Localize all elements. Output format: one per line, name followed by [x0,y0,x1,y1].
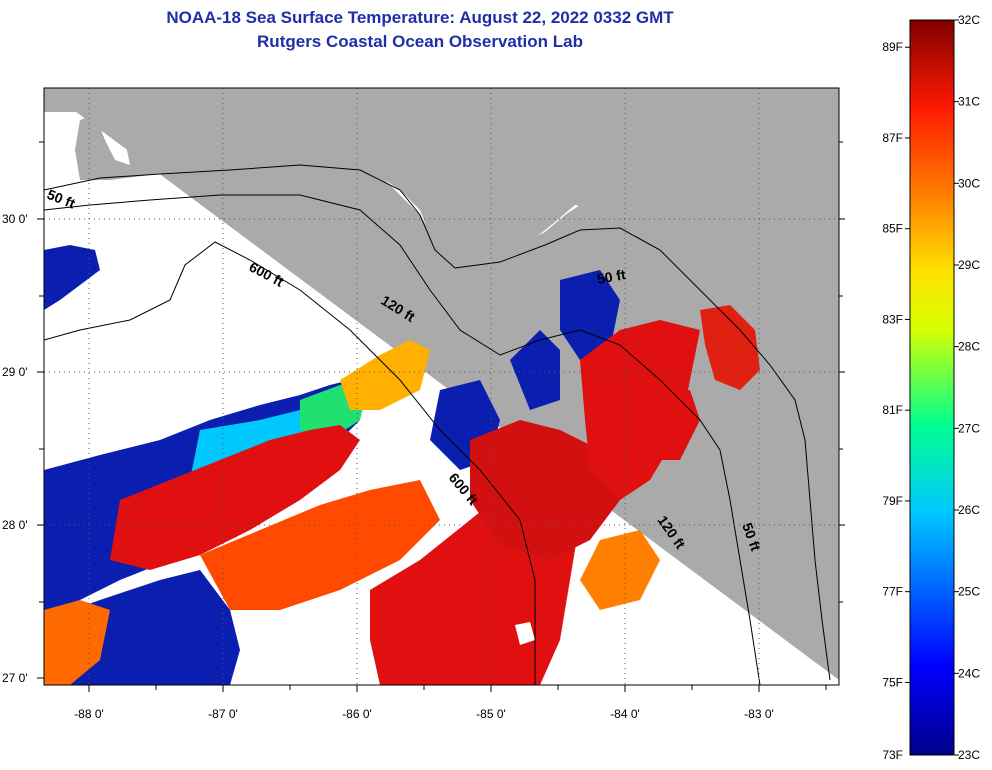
colorbar-fahrenheit-label: 89F [882,40,903,54]
colorbar-celsius-label: 27C [958,421,980,435]
y-label: 30 0' [2,212,28,226]
x-label: -88 0' [74,707,104,721]
colorbar-celsius-label: 25C [958,585,980,599]
colorbar-celsius-label: 32C [958,13,980,27]
contour-600ft-line [44,241,536,685]
colorbar-fahrenheit-label: 83F [882,312,903,326]
colorbar-fahrenheit-label: 77F [882,585,903,599]
colorbar-fahrenheit-label: 87F [882,131,903,145]
map-subtitle: Rutgers Coastal Ocean Observation Lab [257,32,583,51]
y-label: 29 0' [2,365,28,379]
colorbar-fahrenheit-label: 79F [882,494,903,508]
y-label: 28 0' [2,518,28,532]
colorbar-celsius-label: 31C [958,95,980,109]
colorbar-celsius-label: 23C [958,748,980,762]
colorbar [909,19,955,756]
colorbar-fahrenheit-label: 73F [882,748,903,762]
colorbar-fahrenheit-label: 81F [882,403,903,417]
x-label: -87 0' [208,707,238,721]
colorbar-fahrenheit-label: 75F [882,675,903,689]
x-label: -84 0' [610,707,640,721]
colorbar-celsius-label: 24C [958,666,980,680]
x-label: -85 0' [476,707,506,721]
contour-50ft-line [44,164,831,681]
contour-120ft-line [44,194,761,685]
map-title: NOAA-18 Sea Surface Temperature: August … [166,8,674,27]
x-label: -86 0' [342,707,372,721]
y-label: 27 0' [2,671,28,685]
contour-label: 50 ft [596,266,627,287]
colorbar-celsius-label: 26C [958,503,980,517]
colorbar-celsius-label: 29C [958,258,980,272]
colorbar-celsius-label: 28C [958,340,980,354]
x-label: -83 0' [744,707,774,721]
map-frame [43,87,840,686]
colorbar-fahrenheit-label: 85F [882,222,903,236]
colorbar-celsius-label: 30C [958,176,980,190]
